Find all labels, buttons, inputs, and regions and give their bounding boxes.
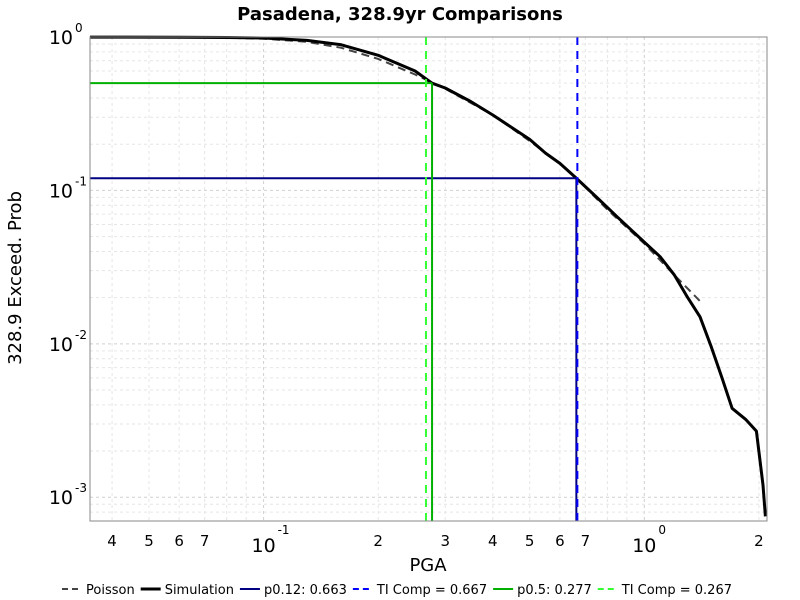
plot-area <box>89 36 768 522</box>
x-tick-label: 7 <box>200 532 210 550</box>
grid <box>90 36 767 522</box>
legend-label: p0.12: 0.663 <box>264 583 347 598</box>
series-layer <box>89 35 767 517</box>
y-tick-exponent: 0 <box>75 21 83 35</box>
x-tick-label: 3 <box>440 532 450 550</box>
y-tick-exponent: -3 <box>75 481 87 495</box>
x-tick-label: 10 <box>632 535 656 557</box>
y-tick-label: 10 <box>49 27 73 49</box>
x-tick-label: 4 <box>107 532 117 550</box>
x-tick-label: 2 <box>373 532 383 550</box>
x-tick-label: 2 <box>754 532 764 550</box>
x-tick-label: 10 <box>251 535 275 557</box>
x-tick-label: 5 <box>144 532 154 550</box>
legend-label: TI Comp = 0.267 <box>621 583 732 598</box>
legend-label: TI Comp = 0.667 <box>376 583 487 598</box>
legend-label: Poisson <box>86 583 135 598</box>
x-axis-label: PGA <box>409 555 447 576</box>
x-tick-label: 6 <box>174 532 184 550</box>
x-tick-label: 4 <box>488 532 498 550</box>
x-tick-exponent: 0 <box>658 523 666 537</box>
series-simulation <box>89 35 767 517</box>
x-tick-label: 5 <box>525 532 535 550</box>
y-tick-exponent: -2 <box>75 328 87 342</box>
y-tick-label: 10 <box>49 180 73 202</box>
y-axis-label: 328.9 Exceed. Prob <box>5 191 26 365</box>
chart-title: Pasadena, 328.9yr Comparisons <box>237 4 563 25</box>
x-tick-exponent: -1 <box>278 523 290 537</box>
x-tick-label: 6 <box>555 532 565 550</box>
y-tick-label: 10 <box>49 334 73 356</box>
legend-label: p0.5: 0.277 <box>517 583 592 598</box>
x-tick-label: 7 <box>581 532 591 550</box>
y-tick-label: 10 <box>49 487 73 509</box>
y-tick-exponent: -1 <box>75 174 87 188</box>
legend-label: Simulation <box>165 583 234 598</box>
series-poisson <box>89 36 701 302</box>
reference-lines <box>90 37 579 521</box>
legend: Poisson Simulation p0.12: 0.663 TI Comp = 0… <box>62 583 732 598</box>
